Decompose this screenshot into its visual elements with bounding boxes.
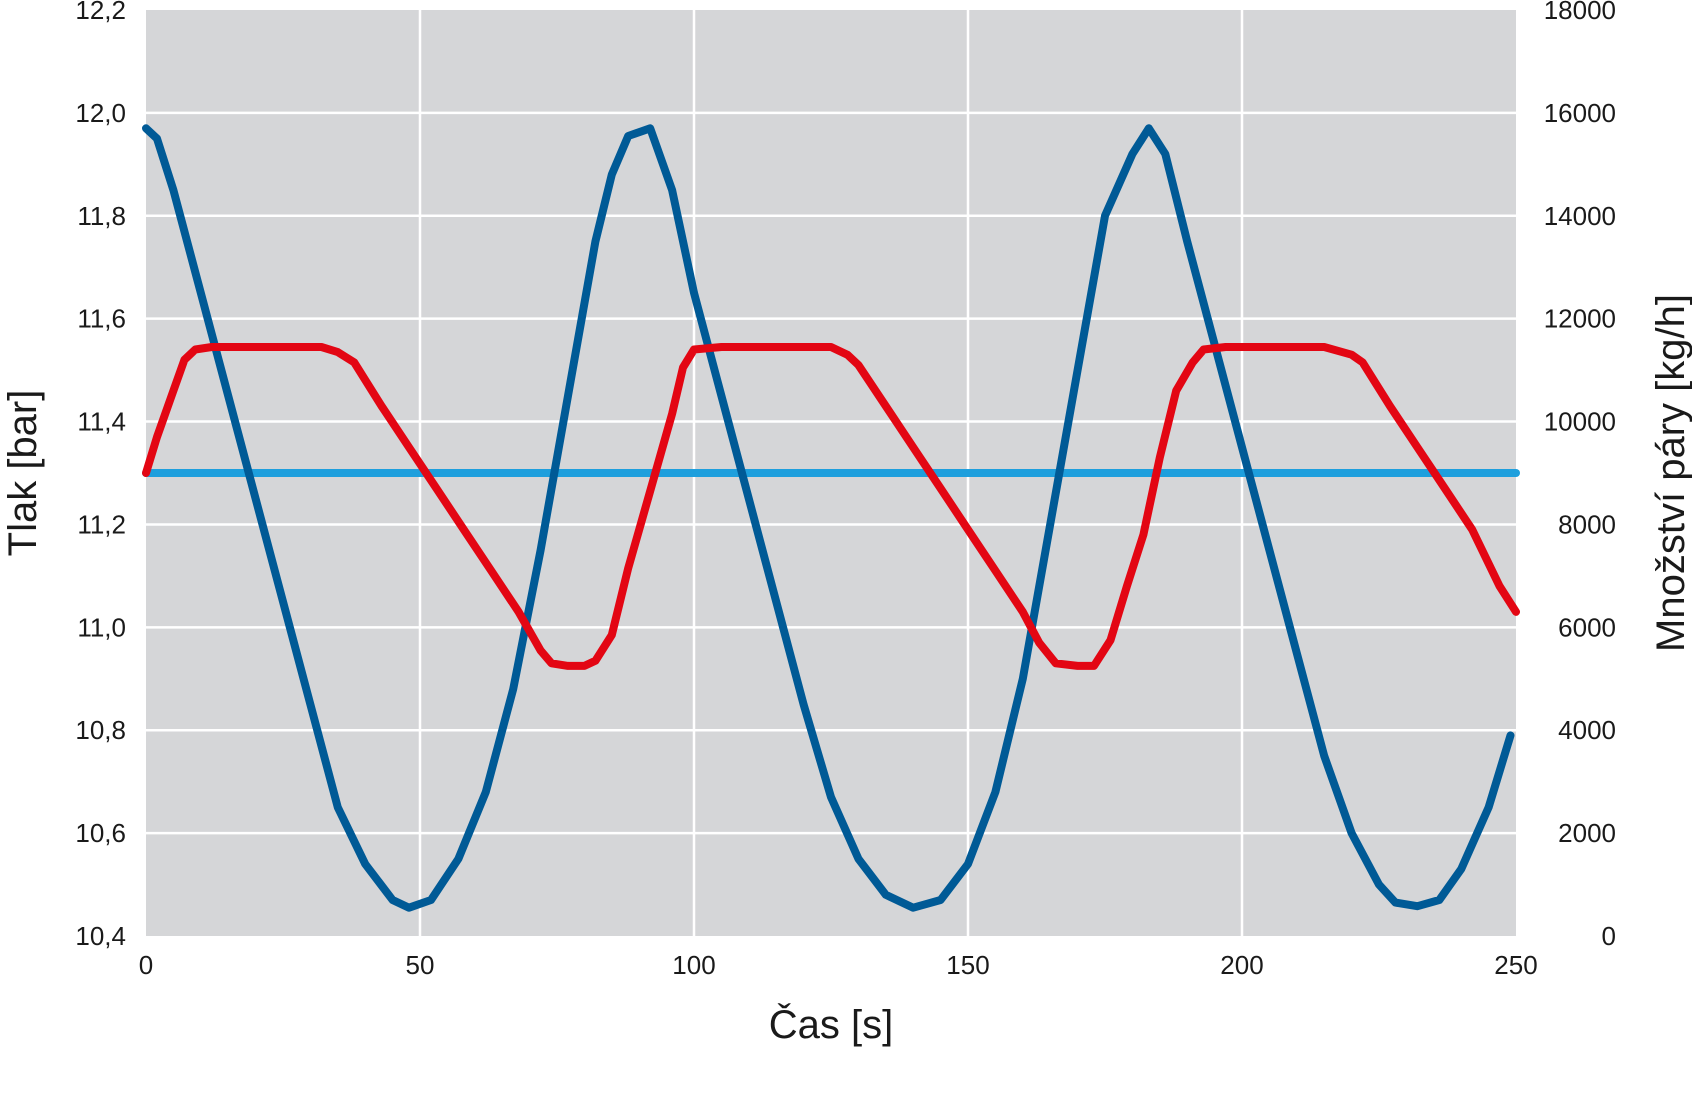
x-axis-title: Čas [s] xyxy=(769,1002,893,1047)
x-tick-label: 0 xyxy=(139,950,153,980)
right-y-tick-label: 4000 xyxy=(1558,715,1616,745)
right-y-axis-ticks: 0 2000 4000 6000 8000 10000 12000 14000 16000 180… xyxy=(1544,0,1616,951)
series-line xyxy=(142,343,1520,670)
left-y-tick-label: 12,2 xyxy=(75,0,126,25)
x-axis-ticks: 0 50 100 150 200 250 xyxy=(139,950,1538,980)
series-layer xyxy=(142,124,1520,912)
left-y-tick-label: 11,2 xyxy=(77,509,126,539)
x-tick-label: 250 xyxy=(1494,950,1537,980)
x-tick-label: 50 xyxy=(406,950,435,980)
left-y-axis-ticks: 10,4 10,6 10,8 11,0 11,2 11,4 11,6 11,8 12,0 12,2 xyxy=(75,0,126,951)
left-y-tick-label: 11,8 xyxy=(77,201,126,231)
x-tick-label: 150 xyxy=(946,950,989,980)
right-y-tick-label: 16000 xyxy=(1544,98,1616,128)
right-y-tick-label: 12000 xyxy=(1544,304,1616,334)
left-y-tick-label: 10,6 xyxy=(75,818,126,848)
right-y-tick-label: 8000 xyxy=(1558,509,1616,539)
left-y-tick-label: 12,0 xyxy=(75,98,126,128)
x-tick-label: 100 xyxy=(672,950,715,980)
right-y-tick-label: 6000 xyxy=(1558,612,1616,642)
left-y-tick-label: 11,0 xyxy=(77,612,126,642)
series-line xyxy=(142,124,1515,912)
left-y-axis-title: Tlak [bar] xyxy=(1,390,45,557)
right-y-tick-label: 18000 xyxy=(1544,0,1616,25)
left-y-tick-label: 10,4 xyxy=(75,921,126,951)
left-y-tick-label: 10,8 xyxy=(75,715,126,745)
x-tick-label: 200 xyxy=(1220,950,1263,980)
right-y-tick-label: 2000 xyxy=(1558,818,1616,848)
left-y-tick-label: 11,6 xyxy=(77,304,126,334)
left-y-tick-label: 11,4 xyxy=(77,407,126,437)
right-y-tick-label: 0 xyxy=(1602,921,1616,951)
right-y-axis-title: Množství páry [kg/h] xyxy=(1649,294,1692,652)
right-y-tick-label: 14000 xyxy=(1544,201,1616,231)
right-y-tick-label: 10000 xyxy=(1544,407,1616,437)
